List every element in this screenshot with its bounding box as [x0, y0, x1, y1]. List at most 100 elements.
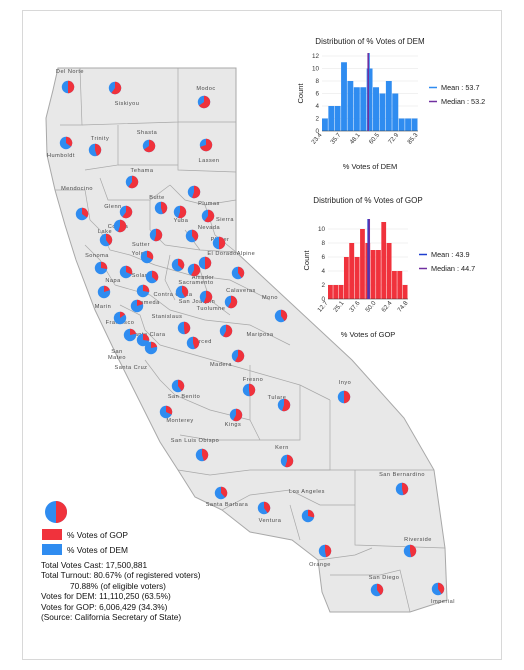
county-pie-tulare[interactable]	[277, 398, 291, 412]
county-label-san-diego: San Diego	[369, 575, 400, 581]
gop-hist-bar	[328, 285, 333, 299]
county-pie-shasta[interactable]	[142, 139, 156, 153]
county-pie-yolo[interactable]	[140, 250, 154, 264]
county-pie-humboldt[interactable]	[59, 136, 73, 150]
county-pie-san-luis-obispo[interactable]	[195, 448, 209, 462]
county-pie-los-angeles[interactable]	[301, 509, 315, 523]
county-label-el-dorado: El Dorado	[207, 251, 236, 257]
county-pie-imperial[interactable]	[431, 582, 445, 596]
gop-y-tick: 2	[321, 282, 325, 289]
county-pie-calaveras[interactable]	[224, 295, 238, 309]
county-label-madera: Madera	[210, 362, 232, 368]
county-pie-kern[interactable]	[280, 454, 294, 468]
county-pie-yuba[interactable]	[173, 205, 187, 219]
county-pie-napa[interactable]	[119, 265, 133, 279]
county-pie-colusa[interactable]	[113, 219, 127, 233]
county-pie-san-bernardino[interactable]	[395, 482, 409, 496]
county-pie-el-dorado[interactable]	[198, 256, 212, 270]
county-pie-marin[interactable]	[97, 285, 111, 299]
county-pie-modoc[interactable]	[197, 95, 211, 109]
county-pie-sacramento[interactable]	[171, 258, 185, 272]
county-pie-contra-costa[interactable]	[136, 284, 150, 298]
gop-y-tick: 6	[321, 254, 325, 261]
county-label-sonoma: Sonoma	[85, 253, 109, 259]
county-label-ventura: Ventura	[259, 518, 282, 524]
county-pie-san-diego[interactable]	[370, 583, 384, 597]
county-pie-alpine[interactable]	[231, 266, 245, 280]
county-pie-santa-barbara[interactable]	[214, 486, 228, 500]
county-pie-sierra[interactable]	[201, 209, 215, 223]
county-pie-siskiyou[interactable]	[108, 81, 122, 95]
county-pie-del-norte[interactable]	[61, 80, 75, 94]
county-label-riverside: Riverside	[404, 537, 432, 543]
county-label-tehama: Tehama	[131, 168, 154, 174]
county-label-san-luis-obispo: San Luis Obispo	[171, 438, 220, 444]
county-pie-mariposa[interactable]	[219, 324, 233, 338]
county-pie-lassen[interactable]	[199, 138, 213, 152]
county-pie-merced[interactable]	[186, 336, 200, 350]
county-label-mendocino: Mendocino	[61, 186, 93, 192]
county-label-san-benito: San Benito	[168, 394, 200, 400]
county-pie-stanislaus[interactable]	[177, 321, 191, 335]
county-pie-san-mateo[interactable]	[123, 328, 137, 342]
county-label-lassen: Lassen	[198, 158, 219, 164]
county-pie-tehama[interactable]	[125, 175, 139, 189]
dem-x-tick: 72.9	[387, 131, 401, 145]
legend-gop-swatch	[42, 529, 62, 540]
county-pie-lake[interactable]	[99, 233, 113, 247]
dem-hist-bar	[405, 118, 411, 131]
county-label-stanislaus: Stanislaus	[152, 314, 183, 320]
county-label-contra-costa: Contra Costa	[154, 292, 193, 298]
dem-y-tick: 0	[315, 128, 319, 135]
county-label-modoc: Modoc	[196, 86, 215, 92]
gop-hist-bar	[402, 285, 408, 299]
county-pie-alameda[interactable]	[130, 299, 144, 313]
county-pie-sonoma[interactable]	[94, 261, 108, 275]
turnout-registered: Total Turnout: 80.67% (of registered vot…	[41, 570, 201, 581]
county-pie-solano[interactable]	[145, 270, 159, 284]
county-pie-trinity[interactable]	[88, 143, 102, 157]
county-pie-fresno[interactable]	[242, 383, 256, 397]
county-pie-amador[interactable]	[187, 263, 201, 277]
county-pie-inyo[interactable]	[337, 390, 351, 404]
gop-y-tick: 8	[321, 240, 325, 247]
county-pie-placer[interactable]	[212, 236, 226, 250]
county-pie-san-francisco[interactable]	[113, 311, 127, 325]
dem-hist-bar	[334, 106, 341, 131]
gop-hist-bar	[333, 285, 339, 299]
county-label-calaveras: Calaveras	[226, 288, 256, 294]
county-pie-orange[interactable]	[318, 544, 332, 558]
county-pie-monterey[interactable]	[159, 405, 173, 419]
county-label-monterey: Monterey	[166, 418, 193, 424]
gop-hist-title: Distribution of % Votes of GOP	[313, 196, 422, 205]
county-label-trinity: Trinity	[91, 136, 110, 142]
county-label-alameda: Alameda	[134, 300, 160, 306]
county-label-imperial: Imperial	[431, 599, 455, 605]
county-pie-san-joaquin[interactable]	[175, 285, 189, 299]
county-pie-butte[interactable]	[154, 201, 168, 215]
dem-hist-bar	[353, 87, 360, 131]
county-pie-madera[interactable]	[231, 349, 245, 363]
county-pie-ventura[interactable]	[257, 501, 271, 515]
county-pie-plumas[interactable]	[187, 185, 201, 199]
county-pie-tuolumne[interactable]	[199, 290, 213, 304]
source-note: (Source: California Secretary of State)	[41, 612, 182, 623]
county-label-kern: Kern	[275, 445, 289, 451]
county-pie-glenn[interactable]	[119, 205, 133, 219]
county-pie-sutter[interactable]	[149, 228, 163, 242]
county-pie-mendocino[interactable]	[75, 207, 89, 221]
county-label-inyo: Inyo	[339, 380, 352, 386]
county-pie-kings[interactable]	[229, 408, 243, 422]
county-pie-santa-clara[interactable]	[136, 333, 150, 347]
gop-legend-median: Median : 44.7	[431, 264, 475, 273]
county-pie-riverside[interactable]	[403, 544, 417, 558]
dem-hist-bar	[322, 118, 328, 131]
dem-x-tick: 48.1	[349, 131, 363, 145]
county-label-san-mateo: San Mateo	[108, 349, 126, 361]
county-pie-santa-cruz[interactable]	[144, 341, 158, 355]
county-pie-nevada[interactable]	[185, 229, 199, 243]
gop-hist-bar	[349, 243, 355, 299]
county-pie-mono[interactable]	[274, 309, 288, 323]
county-pie-san-benito[interactable]	[171, 379, 185, 393]
